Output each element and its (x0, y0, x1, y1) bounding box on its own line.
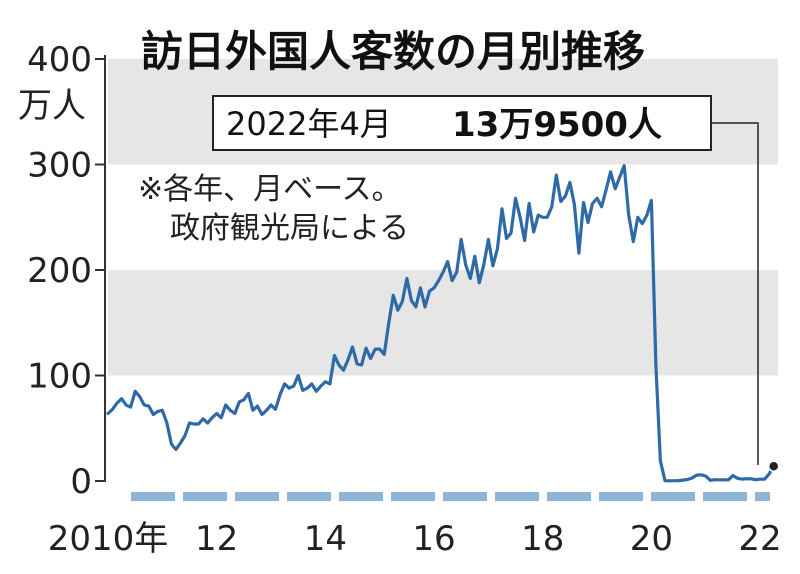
y-ticks: 0 100 200 300 400 (27, 40, 106, 502)
x-axis-dash-10 (651, 492, 695, 501)
x-axis-dash-7 (495, 492, 539, 501)
y-tick-label-100: 100 (27, 357, 92, 397)
x-axis-dash-1 (183, 492, 227, 501)
x-axis-dash-8 (547, 492, 591, 501)
x-axis-dash-4 (339, 492, 383, 501)
y-tick-label-300: 300 (27, 146, 92, 186)
y-tick-label-0: 0 (70, 462, 92, 502)
x-axis-dash-5 (391, 492, 435, 501)
y-axis-unit: 万人 (18, 86, 86, 126)
x-tick-label-2016: 16 (412, 519, 455, 559)
x-axis-dash-11 (703, 492, 747, 501)
y-tick-label-400: 400 (27, 40, 92, 80)
x-tick-label-2022: 22 (738, 519, 781, 559)
x-tick-label-2014: 14 (304, 519, 347, 559)
x-tick-label-2018: 18 (521, 519, 564, 559)
x-axis-dash-9 (599, 492, 643, 501)
grid-band-0 (108, 270, 778, 376)
x-axis-dash-3 (287, 492, 331, 501)
x-ticks: 2010年 12 14 16 18 20 22 (48, 519, 782, 559)
x-axis-dash-0 (131, 492, 175, 501)
callout-value: 13万9500人 (452, 105, 662, 145)
y-tick-label-200: 200 (27, 251, 92, 291)
x-tick-label-2012: 12 (195, 519, 238, 559)
latest-data-point (767, 460, 780, 473)
x-tick-label-2010: 2010年 (48, 519, 169, 559)
chart-title: 訪日外国人客数の月別推移 (141, 27, 645, 76)
x-axis-dash-2 (235, 492, 279, 501)
callout-date: 2022年4月 (226, 105, 392, 143)
chart-note-line-2: 政府観光局による (170, 211, 409, 246)
x-axis-dash-6 (443, 492, 487, 501)
chart-note-line-1: ※各年、月ベース。 (138, 172, 402, 207)
series-line (106, 164, 776, 483)
x-axis-dashes (131, 492, 770, 501)
callout-box (212, 95, 712, 151)
x-axis-dash-12 (755, 492, 770, 501)
callout-leader-line (711, 122, 759, 465)
x-tick-label-2020: 20 (630, 519, 673, 559)
